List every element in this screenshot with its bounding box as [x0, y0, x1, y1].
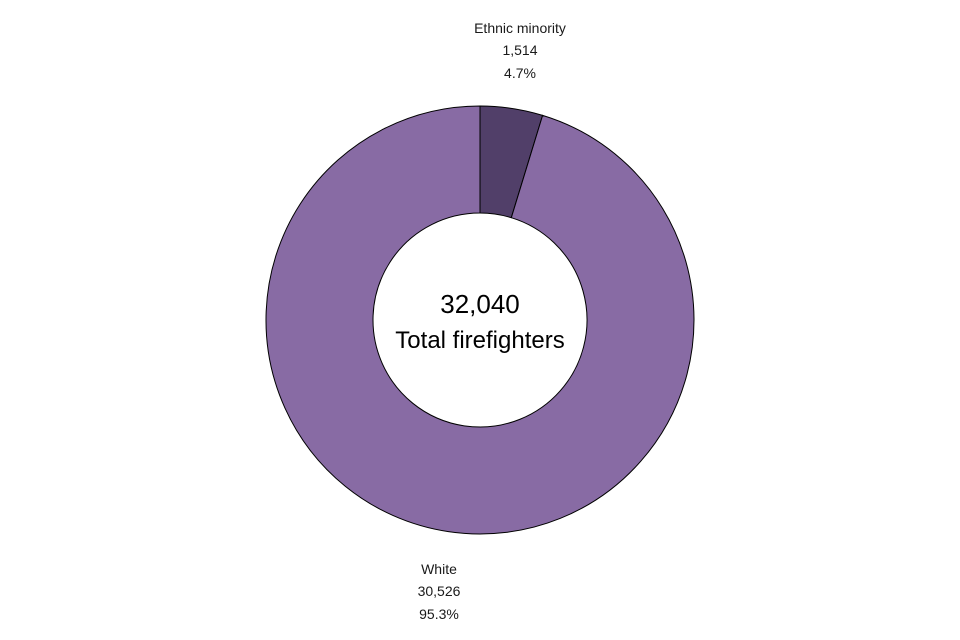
donut-slices	[265, 105, 695, 535]
slice-label-value: 1,514	[502, 42, 537, 58]
center-caption: Total firefighters	[395, 327, 564, 354]
slice-label-value: 30,526	[418, 583, 461, 599]
slice-label-name: White	[421, 561, 457, 577]
slice-label-white: White 30,526 95.3%	[418, 561, 461, 622]
center-label: 32,040 Total firefighters	[395, 289, 564, 354]
center-total-value: 32,040	[440, 289, 520, 319]
slice-label-percent: 95.3%	[419, 606, 459, 622]
slice-label-percent: 4.7%	[504, 65, 536, 81]
slice-label-name: Ethnic minority	[474, 20, 566, 36]
slice-white	[265, 105, 695, 535]
slice-label-ethnic-minority: Ethnic minority 1,514 4.7%	[474, 20, 566, 81]
